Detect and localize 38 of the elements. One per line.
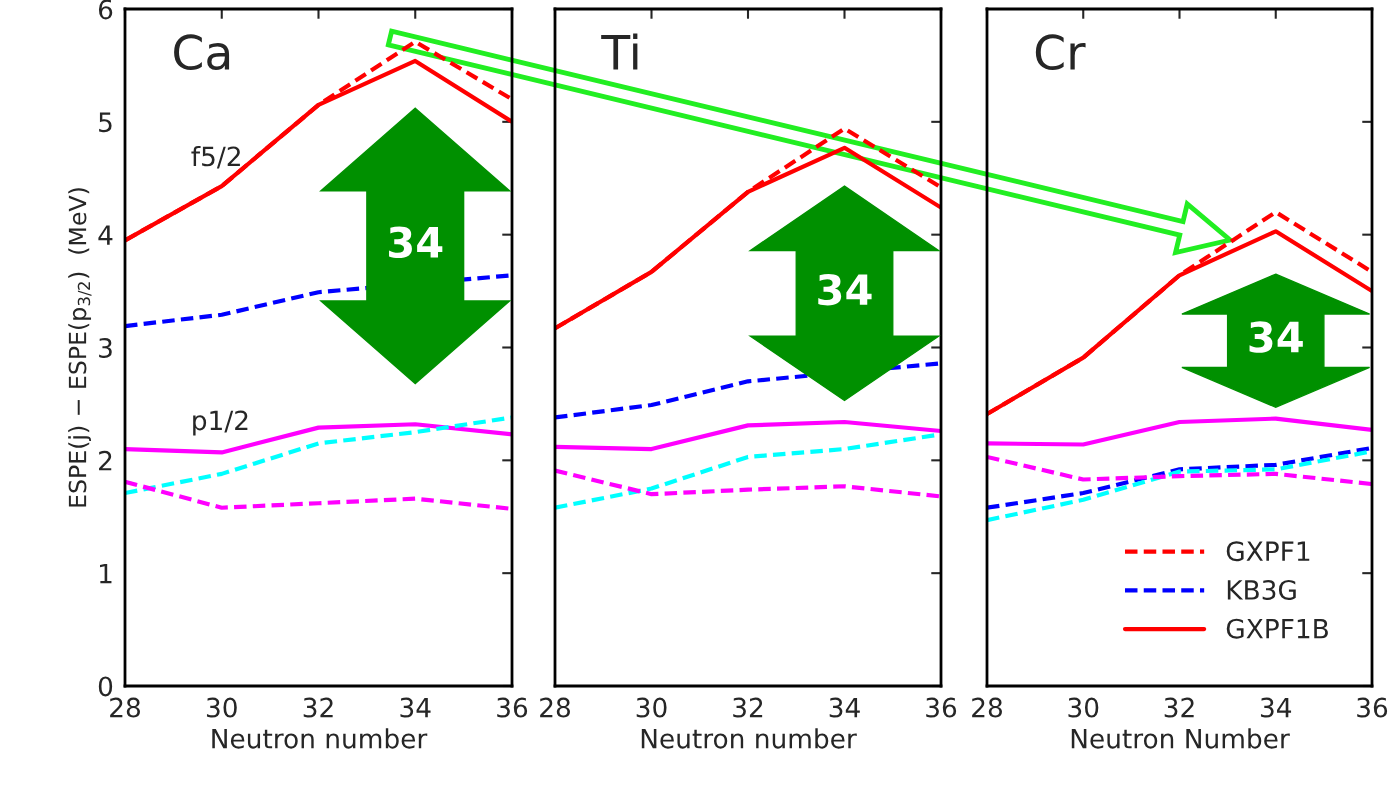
y-tick-label: 4 [98, 225, 113, 245]
annotation: p1/2 [193, 410, 248, 436]
x-tick-label: 32 [1164, 697, 1194, 718]
y-tick-label: 2 [99, 450, 112, 471]
legend-label: KB3G [1227, 579, 1296, 600]
x-tick-label: 36 [497, 697, 528, 718]
line-series [125, 479, 512, 511]
chart-title: Ti [601, 33, 638, 70]
y-tick-label: 5 [99, 112, 112, 133]
x-tick-label: 34 [1260, 697, 1292, 718]
legend-label: GXPF1 [1226, 541, 1310, 562]
chart-title: Cr [1035, 34, 1086, 71]
x-tick-label: 36 [926, 697, 957, 718]
x-axis-title: Neutron number [212, 728, 428, 749]
x-tick-label: 30 [636, 697, 667, 718]
chart-title: Ca [174, 34, 230, 71]
x-tick-label: 32 [303, 697, 333, 718]
x-tick-label: 34 [829, 697, 860, 718]
y-tick-label: 1 [100, 563, 112, 584]
annotation: f5/2 [191, 145, 240, 169]
x-axis-title: Neutron Number [1071, 728, 1290, 749]
x-tick-label: 28 [972, 697, 1002, 718]
y-tick-label: 6 [98, 0, 113, 20]
annotation: 34 [1249, 321, 1303, 353]
y-tick-label: 0 [98, 676, 113, 697]
y-axis-title: ESPE(j) − ESPE(p$_{3/2}$) (MeV) [68, 188, 92, 507]
annotation: 34 [389, 226, 443, 259]
x-tick-label: 30 [1068, 697, 1099, 718]
y-tick-label: 3 [99, 337, 112, 358]
annotation: 34 [818, 273, 872, 306]
legend-label: GXPF1B [1226, 618, 1328, 639]
x-tick-label: 30 [206, 697, 237, 718]
x-tick-label: 28 [540, 697, 570, 718]
x-tick-label: 36 [1357, 697, 1388, 718]
x-tick-label: 28 [110, 697, 140, 718]
x-tick-label: 34 [400, 697, 431, 718]
x-axis-title: Neutron number [641, 728, 857, 749]
x-tick-label: 32 [733, 697, 763, 718]
